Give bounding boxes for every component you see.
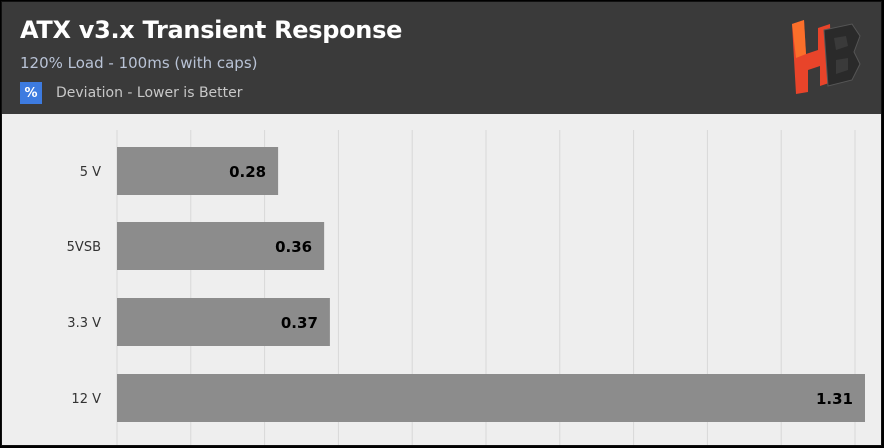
category-label: 12 V [71, 392, 101, 407]
data-label: 0.28 [229, 163, 266, 181]
chart-subtitle: 120% Load - 100ms (with caps) [20, 54, 258, 72]
bar [117, 374, 865, 422]
hb-logo-icon [792, 20, 861, 94]
data-label: 0.37 [281, 314, 318, 332]
bar [117, 147, 279, 195]
bar [117, 222, 325, 270]
legend: % Deviation - Lower is Better [20, 82, 243, 104]
logo-b-hole-bottom [836, 58, 848, 74]
chart-header: ATX v3.x Transient Response 120% Load - … [2, 2, 881, 114]
labels: 5 V 0.28 5VSB 0.36 3.3 V 0.37 12 V 1.31 [67, 163, 853, 408]
logo-h-highlight [792, 20, 806, 58]
bars [117, 147, 865, 422]
legend-swatch: % [20, 82, 42, 104]
category-label: 3.3 V [67, 316, 101, 331]
data-label: 1.31 [816, 390, 853, 408]
data-label: 0.36 [275, 238, 312, 256]
bar [117, 298, 330, 346]
category-label: 5VSB [67, 240, 101, 255]
logo-b-hole-top [834, 36, 848, 50]
legend-label: Deviation - Lower is Better [56, 85, 243, 101]
chart-title: ATX v3.x Transient Response [20, 16, 403, 44]
category-label: 5 V [80, 165, 101, 180]
logo-b-shape [823, 23, 861, 87]
